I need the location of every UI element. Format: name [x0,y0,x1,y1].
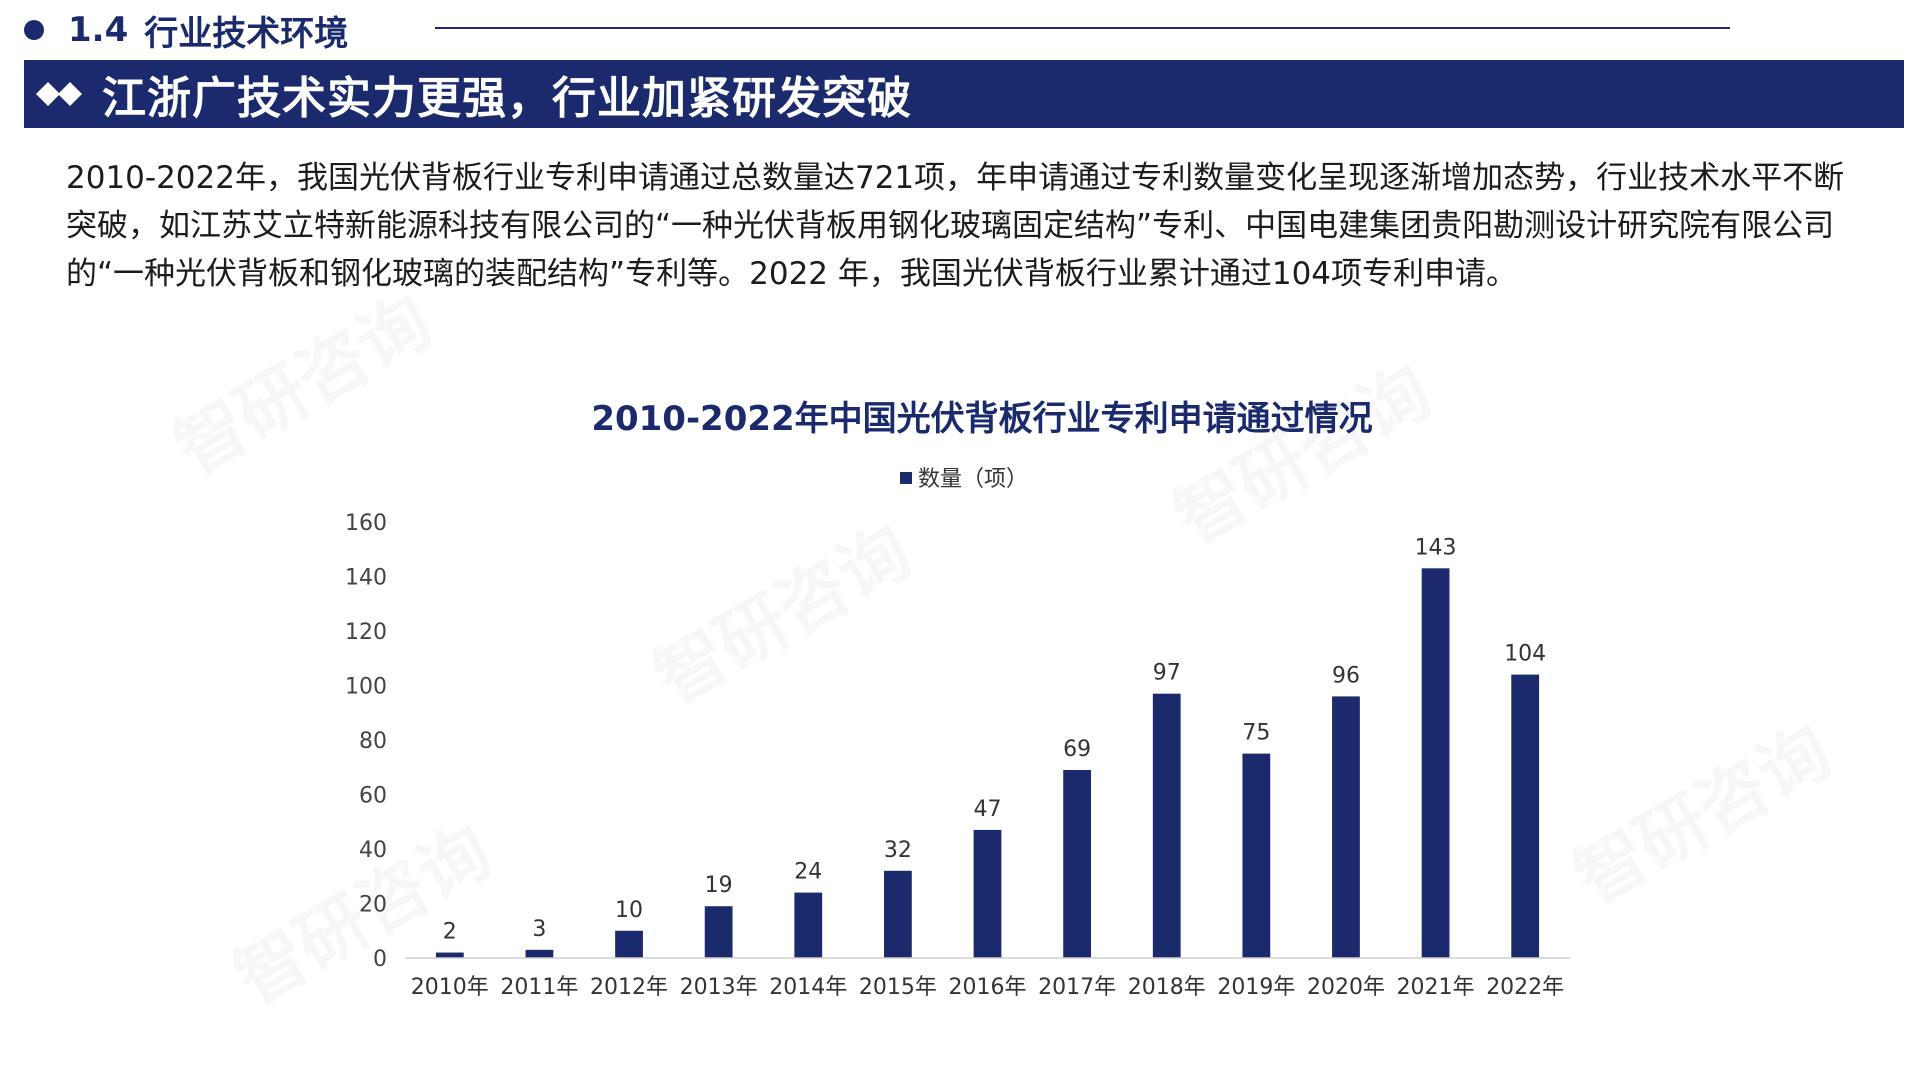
bar-value-label: 19 [705,873,733,898]
chart-container: 2010-2022年中国光伏背板行业专利申请通过情况 数量（项） 0 20 40 60… [0,380,1920,1020]
header-rule [435,27,1730,29]
double-diamond-icon [36,82,82,106]
bar [1152,693,1181,958]
bar-value-label: 24 [794,860,822,885]
bar [883,870,912,958]
bar-value-label: 96 [1332,663,1360,688]
x-tick-label: 2017年 [1038,975,1116,1000]
bar [704,906,733,958]
y-tick-label: 20 [359,893,387,918]
bar [1332,696,1360,958]
data-labels: 2 3 10 19 24 32 47 69 97 75 96 143 104 [443,535,1546,944]
bar-chart: 2010-2022年中国光伏背板行业专利申请通过情况 数量（项） 0 20 40 60… [345,399,1570,1000]
bars [435,568,1540,958]
chart-title: 2010-2022年中国光伏背板行业专利申请通过情况 [591,399,1372,439]
x-axis: 2010年 2011年 2012年 2013年 2014年 2015年 2016年 2017年… [405,957,1570,1000]
y-tick-label: 140 [345,566,387,591]
y-tick-label: 40 [359,838,387,863]
x-tick-label: 2019年 [1217,975,1295,1000]
legend-swatch [900,472,912,484]
legend-label: 数量（项） [918,467,1028,492]
bar [435,952,464,958]
bar [1242,753,1271,958]
bar [615,930,643,958]
y-tick-label: 80 [359,729,387,754]
bar-value-label: 10 [615,898,643,923]
x-tick-label: 2020年 [1307,975,1385,1000]
x-tick-label: 2018年 [1128,975,1206,1000]
bar-value-label: 2 [443,920,457,945]
page-title: 江浙广技术实力更强，行业加紧研发突破 [102,73,912,124]
legend: 数量（项） [900,467,1028,492]
x-tick-label: 2012年 [590,975,668,1000]
bar-value-label: 97 [1153,661,1181,686]
section-heading: 1.4 行业技术环境 [24,8,349,54]
bar-value-label: 32 [884,838,912,863]
bar-value-label: 47 [974,797,1002,822]
bar-value-label: 143 [1415,535,1457,560]
bar-value-label: 75 [1242,721,1270,746]
x-tick-label: 2021年 [1397,975,1475,1000]
x-tick-label: 2014年 [769,975,847,1000]
bar [525,949,554,958]
y-axis: 0 20 40 60 80 100 120 140 160 [345,511,387,972]
bar-value-label: 104 [1504,642,1546,667]
x-tick-label: 2015年 [859,975,937,1000]
x-tick-label: 2013年 [680,975,758,1000]
y-tick-label: 0 [373,947,387,972]
bullet-icon [24,20,44,40]
x-tick-label: 2011年 [500,975,578,1000]
bar-value-label: 69 [1063,737,1091,762]
y-tick-label: 160 [345,511,387,536]
x-tick-label: 2010年 [411,975,489,1000]
y-tick-label: 120 [345,620,387,645]
bar [1511,674,1540,958]
y-tick-label: 60 [359,784,387,809]
bar [1063,769,1092,958]
body-paragraph: 2010-2022年，我国光伏背板行业专利申请通过总数量达721项，年申请通过专… [66,160,1845,292]
bar-value-label: 3 [532,917,546,942]
x-tick-label: 2016年 [949,975,1027,1000]
x-tick-label: 2022年 [1486,975,1564,1000]
bar [794,892,823,958]
title-banner: 江浙广技术实力更强，行业加紧研发突破 [24,60,1904,128]
bar [1421,568,1450,958]
section-title: 行业技术环境 [144,13,349,54]
y-tick-label: 100 [345,675,387,700]
bar [973,829,1002,958]
section-number: 1.4 [68,10,129,50]
